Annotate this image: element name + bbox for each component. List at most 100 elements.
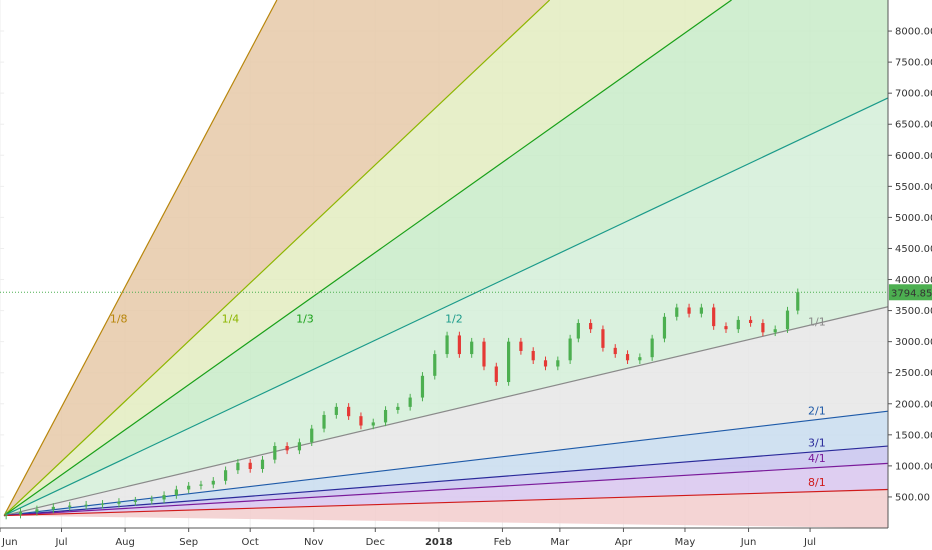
candle-body [334, 406, 338, 415]
candle-body [273, 446, 277, 460]
price-tick-label: 1000.00 [895, 461, 932, 472]
candle-body [84, 504, 88, 506]
price-tick-label: 7000.00 [895, 89, 932, 100]
time-tick-label: Apr [615, 537, 633, 548]
candle-body [748, 319, 753, 324]
candle-body [133, 500, 137, 502]
price-tick-label: 5000.00 [895, 213, 932, 224]
candle-body [396, 406, 400, 410]
fan-label-3-1: 3/1 [808, 436, 826, 449]
time-axis[interactable]: Jun Jul Aug Sep Oct Nov Dec 2018 Feb Mar Apr May Jun… [0, 528, 816, 548]
time-tick-label: May [675, 537, 696, 548]
candle-body [100, 503, 105, 505]
candle-body [408, 397, 412, 407]
time-tick-label: Aug [115, 537, 135, 548]
candle-body [556, 360, 560, 367]
candle-body [470, 341, 474, 355]
candle-body [236, 462, 240, 471]
candle-body [625, 354, 630, 361]
candle-body [117, 501, 121, 504]
time-tick-label: Jun [1, 537, 18, 548]
candle-body [494, 366, 498, 383]
candle-body [482, 341, 486, 367]
fan-line-8-1 [4, 488, 889, 517]
fan-label-1-1: 1/1 [808, 316, 826, 329]
time-tick-label: Jul [803, 537, 816, 548]
candle-body [638, 357, 642, 361]
price-tick-label: 6500.00 [895, 120, 932, 131]
candle-body [187, 485, 191, 490]
candle-body [736, 319, 740, 330]
fan-label-1-8: 1/8 [110, 312, 128, 325]
time-tick-label: Feb [494, 537, 512, 548]
candle-body [371, 422, 375, 426]
price-axis[interactable]: 500.00 1000.00 1500.00 2000.00 2500.00 3000.0… [888, 27, 932, 504]
time-tick-label: Jun [740, 537, 757, 548]
candle-body [248, 462, 252, 469]
candle-body [199, 484, 203, 486]
candle-body [297, 442, 302, 451]
candle-body [359, 416, 363, 426]
fan-label-8-1: 8/1 [808, 476, 826, 489]
fan-zone-2 [4, 0, 888, 516]
price-tick-label: 4500.00 [895, 244, 932, 255]
candle-body [687, 307, 691, 314]
time-tick-label: Oct [242, 537, 259, 548]
candle-body [162, 495, 166, 500]
price-tick-label: 1500.00 [895, 430, 932, 441]
price-tick-label: 3500.00 [895, 306, 932, 317]
candle-body [699, 307, 703, 314]
candle-body [712, 307, 716, 327]
fan-line-1-1 [3, 306, 889, 517]
fan-label-1-4: 1/4 [222, 312, 240, 325]
candle-body [796, 292, 800, 311]
candlestick-series [4, 288, 800, 520]
fan-label-1-3: 1/3 [296, 312, 314, 325]
candle-body [675, 307, 679, 317]
time-tick-label: 2018 [425, 537, 453, 548]
fan-line-1-4 [3, 0, 551, 517]
candle-body [383, 409, 388, 423]
time-tick-label: Mar [550, 537, 570, 548]
fan-line-1-8 [3, 0, 278, 516]
candle-body [260, 459, 265, 469]
fan-line-1-3 [3, 0, 732, 517]
fan-label-1-2: 1/2 [445, 312, 463, 325]
last-price-badge: 3794.85 [889, 284, 932, 301]
gann-fan-labels: 1/8 1/4 1/3 1/2 1/1 2/1 3/1 4/1 8/1 [110, 312, 826, 488]
candle-body [322, 414, 326, 429]
candle-body [724, 326, 728, 330]
price-tick-label: 8000.00 [895, 27, 932, 38]
candle-body [773, 329, 777, 333]
candle-body [18, 511, 23, 515]
fan-label-2-1: 2/1 [808, 405, 826, 418]
time-tick-label: Nov [304, 537, 324, 548]
candle-body [4, 514, 8, 516]
candle-body [662, 316, 667, 339]
price-tick-label: 7500.00 [895, 58, 932, 69]
price-tick-label: 3000.00 [895, 337, 932, 348]
candle-body [174, 489, 178, 496]
candle-body [613, 347, 617, 355]
candle-body [601, 329, 605, 348]
price-axis-background [888, 0, 932, 550]
time-tick-label: Jul [54, 537, 67, 548]
price-tick-label: 6000.00 [895, 151, 932, 162]
price-tick-label: 2500.00 [895, 368, 932, 379]
candle-body [420, 375, 425, 398]
candle-body [51, 506, 55, 510]
candle-body [543, 360, 548, 367]
candle-body [285, 446, 289, 451]
last-price-value: 3794.85 [891, 288, 932, 299]
time-tick-label: Sep [179, 537, 198, 548]
last-price-badge-bg [889, 284, 932, 301]
candle-body [519, 341, 523, 351]
candle-body [223, 470, 228, 481]
fan-label-4-1: 4/1 [808, 452, 826, 465]
fan-line-1-2 [3, 97, 889, 517]
candle-body [445, 335, 449, 355]
candle-body [150, 499, 154, 501]
price-tick-label: 4000.00 [895, 275, 932, 286]
candle-body [507, 341, 511, 383]
